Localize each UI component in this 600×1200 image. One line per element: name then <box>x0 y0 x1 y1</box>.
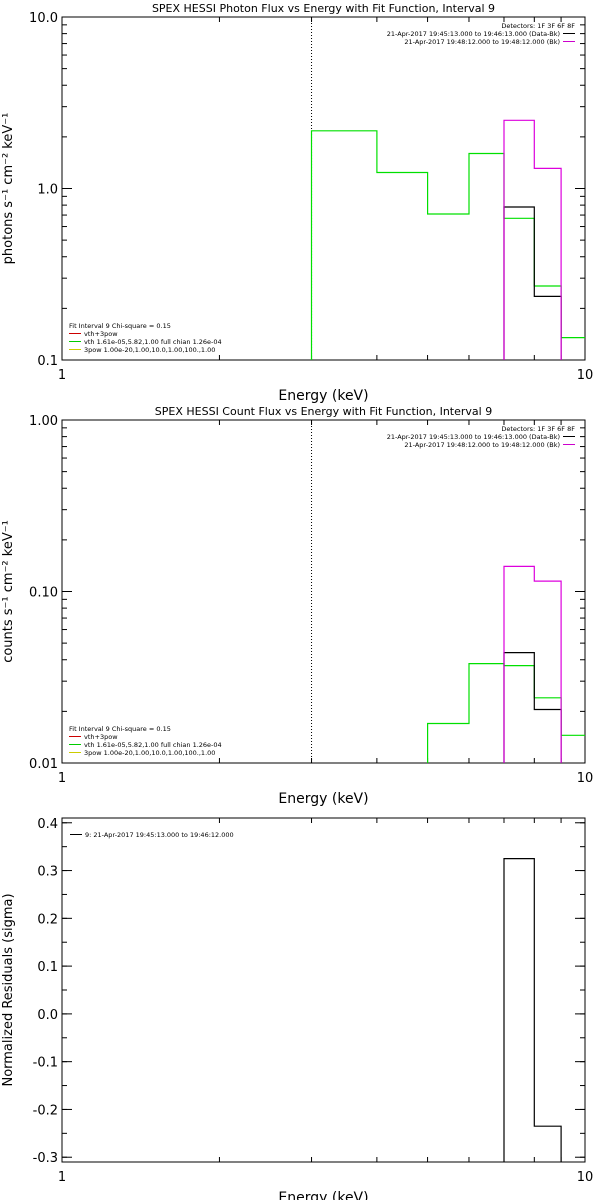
legend-interval-text: 9: 21-Apr-2017 19:45:13.000 to 19:46:12.… <box>85 831 234 839</box>
panel-1: SPEX HESSI Photon Flux vs Energy with Fi… <box>1 2 593 404</box>
x-tick-label: 10 <box>577 1170 594 1185</box>
y-tick-label: 0.3 <box>37 865 58 880</box>
x-tick-label: 1 <box>58 1170 66 1185</box>
legend-top-right-text: Detectors: 1F 3F 6F 8F <box>501 425 575 433</box>
plot-frame <box>61 419 586 764</box>
plot-frame <box>61 16 586 361</box>
y-tick-label: 0.0 <box>37 1008 58 1023</box>
legend-top-right-text: Detectors: 1F 3F 6F 8F <box>501 22 575 30</box>
legend-fit-text: vth+3pow <box>84 733 118 741</box>
y-tick-label: 1.00 <box>29 414 58 429</box>
chart-title: SPEX HESSI Photon Flux vs Energy with Fi… <box>152 2 495 15</box>
legend-fit-text: Fit Interval 9 Chi-square = 0.15 <box>69 725 171 733</box>
y-tick-label: -0.1 <box>33 1056 58 1071</box>
series-line-2 <box>503 206 562 360</box>
y-tick-label: 0.1 <box>37 960 58 975</box>
y-tick-label: 0.4 <box>37 817 58 832</box>
x-axis-label: Energy (keV) <box>278 1190 368 1200</box>
legend-top-right-text: 21-Apr-2017 19:45:13.000 to 19:46:13.000… <box>387 30 560 38</box>
series-line-3 <box>503 565 562 763</box>
series-line-3 <box>503 119 562 360</box>
x-tick-label: 1 <box>58 771 66 786</box>
legend-top-right-text: 21-Apr-2017 19:48:12.000 to 19:48:12.000… <box>404 38 560 46</box>
series-line-2 <box>503 652 562 763</box>
panel-2: SPEX HESSI Count Flux vs Energy with Fit… <box>1 405 593 807</box>
y-axis-label: photons s⁻¹ cm⁻² keV⁻¹ <box>1 113 16 265</box>
legend-top-right-text: 21-Apr-2017 19:48:12.000 to 19:48:12.000… <box>404 441 560 449</box>
legend-fit-text: vth 1.61e-05,5.82,1.00 full chian 1.26e-… <box>84 741 222 749</box>
series-line-1 <box>503 858 562 1162</box>
x-tick-label: 10 <box>577 771 594 786</box>
legend-fit-text: vth 1.61e-05,5.82,1.00 full chian 1.26e-… <box>84 338 222 346</box>
y-tick-label: 0.01 <box>29 757 58 772</box>
y-tick-label: -0.2 <box>33 1103 58 1118</box>
y-tick-label: 0.2 <box>37 912 58 927</box>
x-tick-label: 10 <box>577 368 594 383</box>
y-tick-label: 10.0 <box>29 11 58 26</box>
legend-fit-text: 3pow 1.00e-20,1.00,10.0,1.00,100.,1.00 <box>84 749 215 757</box>
y-axis-label: Normalized Residuals (sigma) <box>1 893 16 1086</box>
chart-title: SPEX HESSI Count Flux vs Energy with Fit… <box>155 405 492 418</box>
x-axis-label: Energy (keV) <box>278 791 368 807</box>
y-tick-label: 0.1 <box>37 354 58 369</box>
plot-frame <box>61 817 586 1163</box>
x-axis-label: Energy (keV) <box>278 388 368 404</box>
legend-top-right-text: 21-Apr-2017 19:45:13.000 to 19:46:13.000… <box>387 433 560 441</box>
y-tick-label: -0.3 <box>33 1151 58 1166</box>
panel-3: 1 10 -0.3 -0.2 -0.1 0.0 0.1 0.2 0.3 0.4 Energy (ke… <box>1 817 593 1200</box>
legend-fit-text: Fit Interval 9 Chi-square = 0.15 <box>69 322 171 330</box>
y-tick-label: 0.10 <box>29 586 58 601</box>
series-line-1 <box>310 130 585 360</box>
y-axis-label: counts s⁻¹ cm⁻² keV⁻¹ <box>1 520 16 663</box>
legend-fit-text: vth+3pow <box>84 330 118 338</box>
y-tick-label: 1.0 <box>37 183 58 198</box>
legend-fit-text: 3pow 1.00e-20,1.00,10.0,1.00,100.,1.00 <box>84 346 215 354</box>
x-tick-label: 1 <box>58 368 66 383</box>
